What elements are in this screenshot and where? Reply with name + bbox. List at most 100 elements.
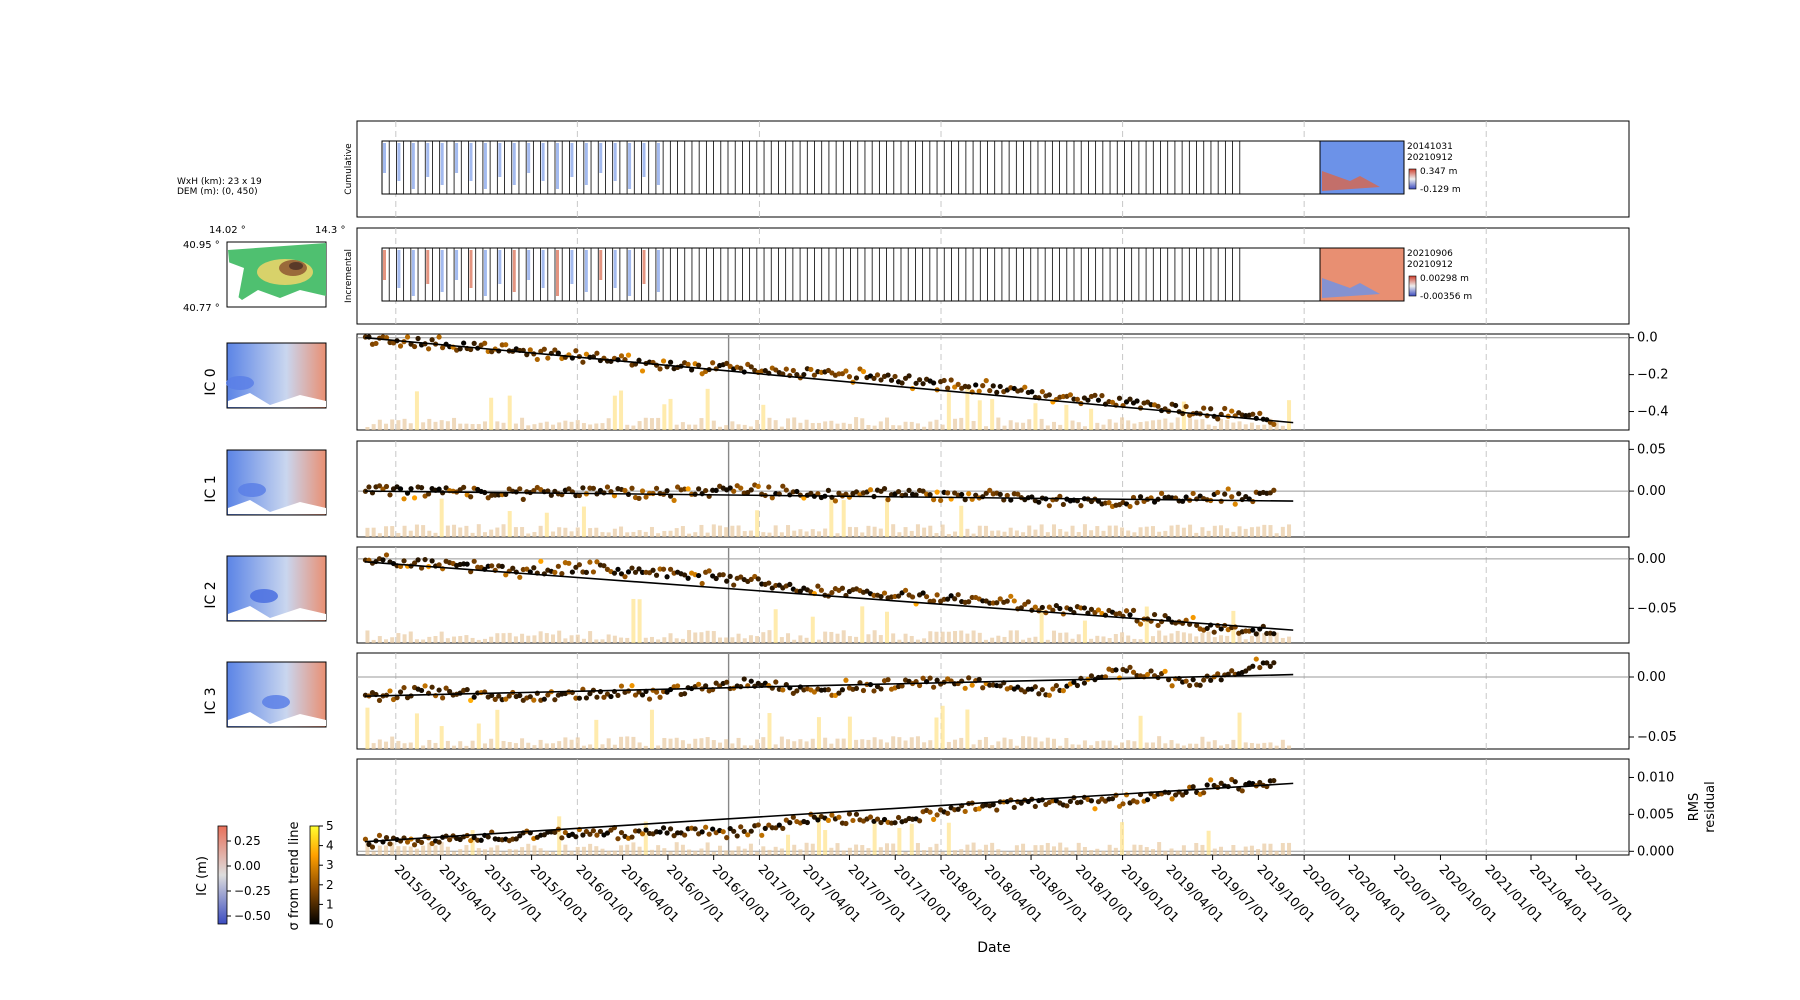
residual-bar (1107, 419, 1112, 430)
data-point (408, 486, 414, 492)
residual-bar (439, 726, 444, 749)
data-point (590, 569, 597, 575)
data-point (559, 570, 565, 577)
data-point (1046, 604, 1052, 610)
residual-bar (470, 740, 475, 749)
residual-bar (1225, 528, 1230, 537)
residual-bar (544, 512, 549, 537)
residual-bar (767, 630, 772, 643)
data-point (1208, 406, 1214, 412)
residual-bar (804, 741, 809, 749)
residual-bar (854, 636, 859, 643)
data-point (1123, 668, 1130, 674)
residual-bar (699, 524, 704, 537)
y-tick-label: 0.010 (1637, 770, 1674, 785)
data-point (660, 825, 667, 831)
residual-bar (915, 524, 920, 537)
residual-bar (501, 524, 506, 537)
data-point (559, 835, 565, 841)
residual-bar (668, 633, 673, 643)
residual-bar (588, 528, 593, 537)
residual-bar (841, 630, 846, 643)
residual-bar (1101, 530, 1106, 537)
residual-bar (724, 527, 729, 537)
residual-bar (755, 419, 760, 430)
residual-bar (798, 529, 803, 537)
thumbnail-tile (527, 143, 531, 173)
residual-bar (520, 633, 525, 643)
residual-bar (773, 609, 778, 643)
residual-bar (513, 743, 518, 749)
residual-bar (1262, 742, 1267, 749)
data-point (545, 355, 551, 361)
data-point (945, 385, 951, 391)
incremental-date-end: 20210912 (1407, 260, 1453, 270)
residual-bar (649, 418, 654, 430)
data-point (1218, 498, 1224, 504)
residual-bar (1150, 636, 1155, 643)
residual-bar (909, 530, 914, 537)
residual-bar (915, 736, 920, 749)
data-point (625, 352, 632, 358)
colorbar-tick-label: −0.25 (234, 884, 271, 898)
residual-bar (953, 739, 958, 749)
residual-bar (885, 417, 890, 430)
data-point (583, 351, 590, 357)
residual-bar (507, 632, 512, 643)
data-point (766, 484, 772, 490)
residual-bar (953, 631, 958, 643)
residual-bar (1181, 527, 1186, 537)
data-point (836, 690, 842, 696)
residual-bar (810, 423, 815, 430)
residual-bar (414, 713, 419, 749)
residual-bar (699, 738, 704, 749)
residual-bar (1021, 532, 1026, 537)
residual-bar (959, 737, 964, 749)
data-point (1229, 668, 1235, 674)
residual-bar (551, 531, 556, 537)
residual-bar (476, 639, 481, 643)
data-point (966, 491, 972, 497)
residual-bar (1256, 526, 1261, 537)
incremental-cbar-max: 0.00298 m (1420, 274, 1469, 284)
residual-bar (476, 848, 481, 855)
data-point (503, 572, 509, 578)
lon-min-label: 14.02 ° (209, 225, 246, 236)
residual-bar (1212, 740, 1217, 749)
data-point (411, 495, 418, 501)
data-point (1046, 503, 1052, 509)
residual-bar (1064, 737, 1069, 749)
data-point (906, 373, 912, 379)
data-point (952, 384, 958, 390)
residual-bar (631, 598, 636, 643)
residual-bar (1262, 843, 1267, 855)
residual-bar (1107, 844, 1112, 855)
data-point (1057, 605, 1063, 612)
data-point (629, 565, 635, 571)
data-point (643, 827, 649, 833)
residual-bar (1002, 636, 1007, 643)
component-label: IC 1 (203, 475, 219, 502)
latest-thumbnail-feature (1322, 278, 1380, 298)
data-point (573, 348, 579, 354)
residual-bar (940, 705, 945, 749)
residual-bar (520, 738, 525, 749)
residual-bar (693, 850, 698, 855)
residual-bar (1175, 524, 1180, 537)
residual-bar (953, 418, 958, 430)
data-point (618, 571, 625, 577)
sigma-colorbar-label: σ from trend line (287, 822, 302, 931)
data-point (1183, 789, 1189, 796)
residual-bar (1101, 636, 1106, 643)
data-point (1067, 606, 1073, 612)
data-point (590, 828, 597, 834)
residual-bar (402, 418, 407, 430)
residual-bar (1163, 850, 1168, 855)
residual-bar (1138, 422, 1143, 430)
data-point (625, 688, 632, 694)
residual-bar (687, 743, 692, 749)
residual-bar (433, 421, 438, 430)
residual-bar (1144, 742, 1149, 749)
residual-bar (773, 744, 778, 749)
component-label: IC 2 (203, 581, 219, 608)
